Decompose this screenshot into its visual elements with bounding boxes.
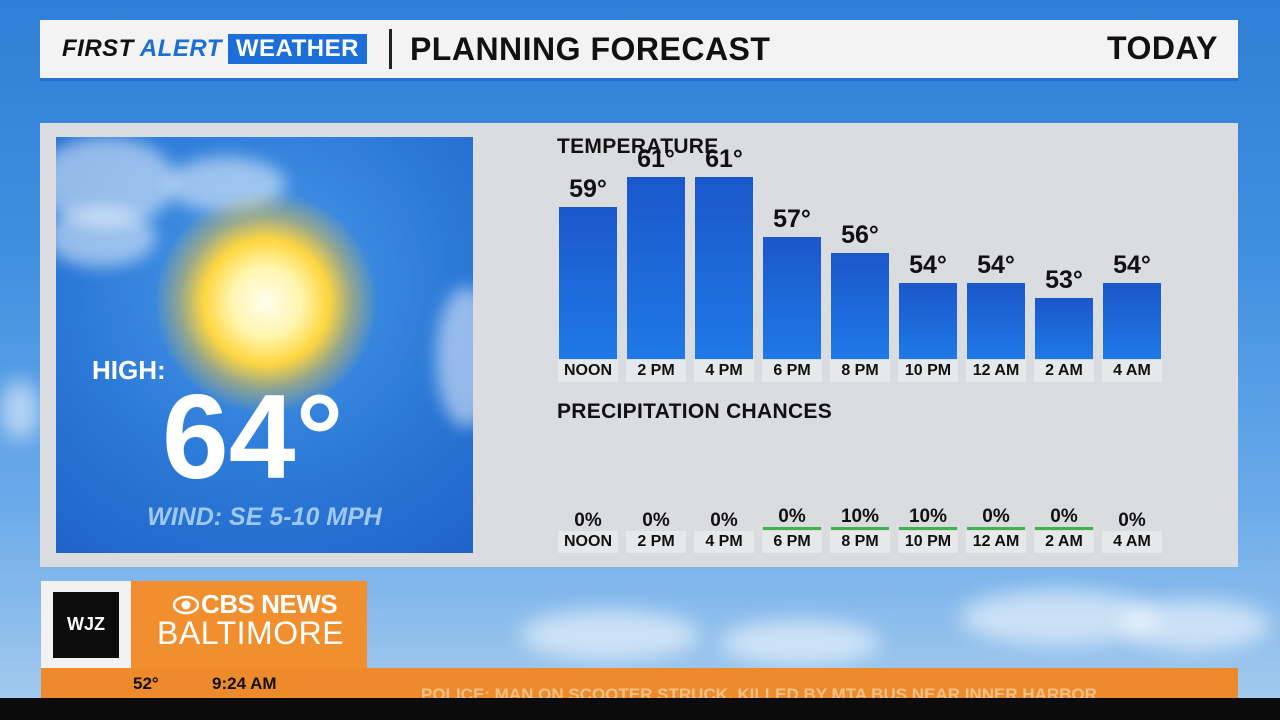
precipitation-time-label: 2 AM xyxy=(1034,531,1094,553)
sky-cloud xyxy=(56,207,156,267)
ticker-headline: POLICE: MAN ON SCOOTER STRUCK, KILLED BY… xyxy=(421,685,1097,698)
forecast-panel: HIGH: 64° WIND: SE 5-10 MPH TEMPERATURE … xyxy=(40,123,1238,567)
sky-cloud xyxy=(436,287,473,427)
forecast-period: TODAY xyxy=(1107,30,1218,66)
temperature-bar xyxy=(1035,298,1093,359)
temperature-time-label: 10 PM xyxy=(898,360,958,382)
precipitation-underline xyxy=(899,527,957,530)
temperature-bar xyxy=(627,176,685,359)
background-cloud xyxy=(720,620,880,665)
precipitation-underline xyxy=(967,527,1025,530)
news-ticker: 52° 9:24 AM POLICE: MAN ON SCOOTER STRUC… xyxy=(41,668,1238,698)
temperature-value-label: 53° xyxy=(1045,266,1083,295)
precipitation-time-label: 6 PM xyxy=(762,531,822,553)
precipitation-value: 0% xyxy=(710,510,738,531)
sun-icon xyxy=(156,192,376,412)
temperature-bar xyxy=(763,237,821,359)
precipitation-value: 0% xyxy=(574,510,602,531)
temperature-title: TEMPERATURE xyxy=(557,135,719,158)
temperature-time-label: 2 AM xyxy=(1034,360,1094,382)
precipitation-time-label: 10 PM xyxy=(898,531,958,553)
precipitation-time-label: NOON xyxy=(558,531,618,553)
temperature-bar xyxy=(1103,283,1161,359)
precipitation-value: 0% xyxy=(1050,506,1078,527)
precipitation-value: 10% xyxy=(908,506,948,527)
wind-info: WIND: SE 5-10 MPH xyxy=(147,503,382,531)
network-name: CBS NEWS xyxy=(201,589,338,619)
wjz-logo-box: WJZ xyxy=(41,581,131,668)
precipitation-time-label: 12 AM xyxy=(966,531,1026,553)
precipitation-time-label: 2 PM xyxy=(626,531,686,553)
wjz-call-letters: WJZ xyxy=(53,591,119,658)
temperature-bar xyxy=(899,283,957,359)
precipitation-underline xyxy=(831,527,889,530)
temperature-time-label: 6 PM xyxy=(762,360,822,382)
cbs-news-logo: CBS NEWS BALTIMORE xyxy=(131,581,367,668)
temperature-value-label: 54° xyxy=(909,251,947,279)
temperature-time-label: 4 AM xyxy=(1102,360,1162,382)
temperature-time-label: 12 AM xyxy=(966,360,1026,382)
precipitation-title: PRECIPITATION CHANCES xyxy=(557,400,833,423)
temperature-value-label: 57° xyxy=(773,205,811,234)
temperature-value-label: 54° xyxy=(1113,251,1151,279)
station-city: BALTIMORE xyxy=(157,615,345,651)
brand-weather: WEATHER xyxy=(227,34,367,64)
temperature-time-label: 2 PM xyxy=(626,360,686,382)
brand-alert: ALERT xyxy=(139,35,222,62)
precipitation-value: 10% xyxy=(840,506,880,527)
temperature-bar xyxy=(967,283,1025,359)
precipitation-time-label: 8 PM xyxy=(830,531,890,553)
background-cloud xyxy=(1120,600,1270,650)
page-title: PLANNING FORECAST xyxy=(409,30,771,67)
temperature-value-label: 59° xyxy=(569,175,607,203)
temperature-bar xyxy=(559,207,617,359)
ticker-temperature: 52° xyxy=(133,674,159,693)
temperature-value-label: 54° xyxy=(977,251,1015,279)
station-logo: WJZ CBS NEWS BALTIMORE xyxy=(41,581,367,668)
background-cloud xyxy=(0,380,40,440)
high-label: HIGH: xyxy=(92,355,166,385)
header-bar: FIRST ALERT WEATHER PLANNING FORECAST TO… xyxy=(40,20,1238,78)
high-temperature-card: HIGH: 64° WIND: SE 5-10 MPH xyxy=(56,137,473,553)
precipitation-underline xyxy=(1035,527,1093,530)
temperature-bar xyxy=(695,176,753,359)
header-divider xyxy=(388,29,392,69)
temperature-bar xyxy=(831,252,889,359)
temperature-time-label: NOON xyxy=(558,360,618,382)
temperature-value-label: 56° xyxy=(841,220,879,249)
high-value: 64° xyxy=(162,370,344,504)
bottom-strip xyxy=(0,698,1280,720)
precipitation-underline xyxy=(763,527,821,530)
precipitation-time-label: 4 PM xyxy=(694,531,754,553)
precipitation-value: 0% xyxy=(642,510,670,531)
precipitation-time-label: 4 AM xyxy=(1102,531,1162,553)
precipitation-value: 0% xyxy=(982,506,1010,527)
cbs-eye-icon xyxy=(173,595,199,615)
brand-first: FIRST xyxy=(62,35,134,62)
temperature-value-label: 61° xyxy=(705,144,743,173)
temperature-time-label: 4 PM xyxy=(694,360,754,382)
background-cloud xyxy=(520,610,700,660)
ticker-time: 9:24 AM xyxy=(212,674,277,693)
temperature-value-label: 61° xyxy=(637,144,675,173)
brand-logo: FIRST ALERT WEATHER xyxy=(62,34,367,64)
precipitation-value: 0% xyxy=(1118,510,1146,531)
temperature-time-label: 8 PM xyxy=(830,360,890,382)
precipitation-value: 0% xyxy=(778,506,806,527)
